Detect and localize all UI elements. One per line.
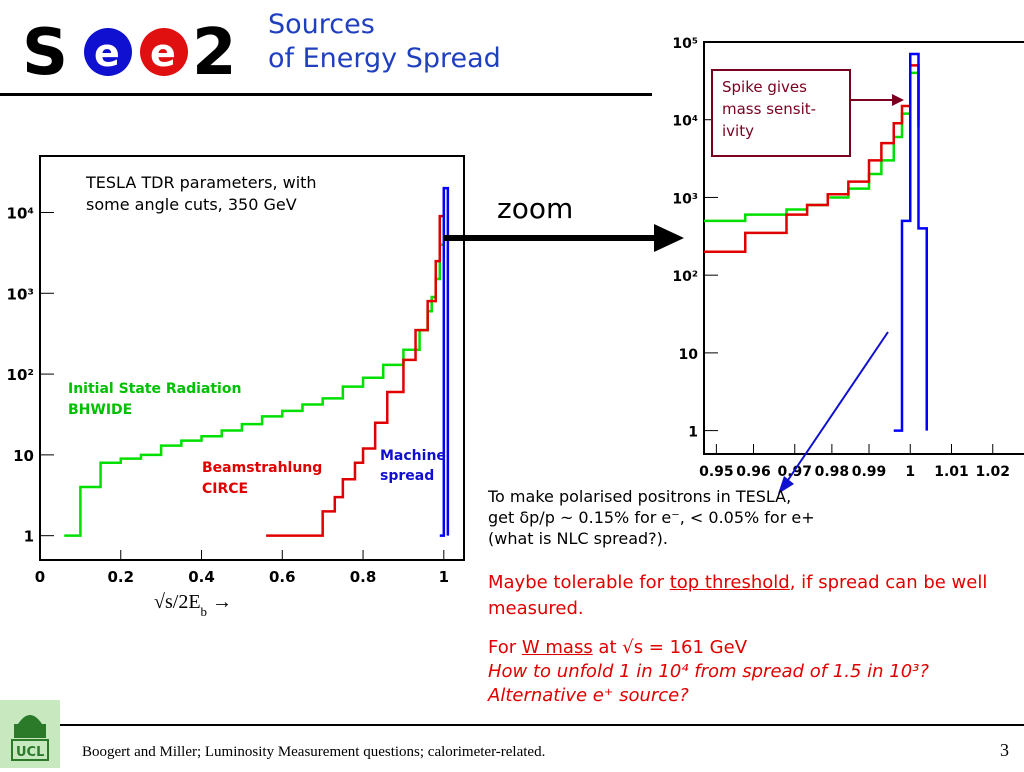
- spike-note-3: ivity: [722, 122, 754, 140]
- right-histogram: 0.950.960.970.980.9911.011.02111010²10³1…: [672, 36, 1024, 480]
- y-tick-label: 10⁴: [672, 114, 698, 130]
- machine-label-2: spread: [380, 468, 434, 484]
- y-tick-label: 1: [24, 528, 34, 546]
- isr-label-1: Initial State Radiation: [68, 381, 241, 397]
- maybe-tail-text: , if spread can be well measured.: [488, 572, 988, 619]
- spike-note-2: mass sensit-: [722, 100, 816, 118]
- y-tick-label: 10²: [7, 366, 34, 384]
- series-line-machine-spread: [439, 186, 450, 537]
- y-tick-label: 10³: [7, 285, 34, 303]
- y-tick-label: 10⁴: [7, 204, 34, 222]
- left-xlabel: √s/2Eb →: [154, 591, 232, 619]
- alt-line: Alternative e⁺ source?: [488, 685, 689, 706]
- w-mass-note: For W mass at √s = 161 GeV How to unfold…: [488, 636, 1008, 708]
- get-line: get δp/p ~ 0.15% for e⁻, < 0.05% for e+: [488, 508, 815, 527]
- right-axes: 0.950.960.970.980.9911.011.02111010²10³1…: [672, 36, 1010, 480]
- top-threshold-text: top threshold: [669, 572, 790, 593]
- unfold-line: How to unfold 1 in 10⁴ from spread of 1.…: [488, 661, 929, 682]
- y-tick-label: 10²: [672, 269, 698, 285]
- x-tick-label: 0.6: [269, 568, 296, 586]
- page-number: 3: [1000, 740, 1009, 760]
- x-tick-label: 0.96: [736, 464, 771, 480]
- svg-text:e: e: [94, 31, 120, 75]
- right-series: [704, 52, 928, 432]
- footer-text: Boogert and Miller; Luminosity Measureme…: [82, 744, 546, 760]
- maybe-text: Maybe tolerable for: [488, 572, 670, 593]
- svg-text:2: 2: [192, 16, 237, 86]
- sqrt-s-text: at √s = 161 GeV: [592, 637, 748, 658]
- w-mass-text: W mass: [521, 637, 593, 658]
- y-tick-label: 10: [13, 447, 34, 465]
- footer-divider: [60, 724, 1024, 726]
- spike-note-box: [711, 69, 851, 157]
- y-tick-label: 10³: [672, 191, 698, 207]
- polarised-line: To make polarised positrons in TESLA,: [488, 487, 792, 506]
- isr-label-2: BHWIDE: [68, 402, 132, 418]
- title-line-2: of Energy Spread: [268, 43, 501, 74]
- top-threshold-note: Maybe tolerable for top threshold, if sp…: [488, 570, 988, 622]
- svg-text:S: S: [22, 16, 68, 86]
- x-tick-label: 0.98: [815, 464, 850, 480]
- left-histogram: 0 0.2 0.4 0.6 0.8 1 1 10 10² 10³ 10⁴ TESLA TDR par…: [7, 155, 465, 619]
- left-plot-frame: [39, 155, 465, 561]
- y-tick-label: 1: [688, 425, 698, 441]
- title-line-1: Sources: [268, 9, 375, 40]
- ucl-logo-text: UCL: [16, 745, 44, 760]
- left-annotation-2: some angle cuts, 350 GeV: [86, 195, 297, 214]
- zoom-arrow: [444, 224, 684, 252]
- for-text: For: [488, 637, 522, 658]
- see2-logo: S e e 2: [18, 14, 248, 86]
- left-annotation-1: TESLA TDR parameters, with: [85, 173, 317, 192]
- title-divider: [0, 93, 652, 96]
- beam-label-1: Beamstrahlung: [202, 460, 322, 476]
- x-tick-label: 1: [439, 568, 449, 586]
- page-title: Sources of Energy Spread: [268, 8, 501, 76]
- series-line-beamstrahlung-circe: [266, 188, 446, 537]
- y-tick-label: 10: [679, 347, 699, 363]
- series-line-initial-state-radiation-bhwide: [64, 212, 446, 537]
- x-tick-label: 0.8: [350, 568, 377, 586]
- x-tick-label: 0.95: [699, 464, 734, 480]
- spike-note-1: Spike gives: [722, 78, 807, 96]
- x-tick-label: 0: [35, 568, 45, 586]
- series-line-machine-spread: [893, 52, 928, 432]
- x-tick-label: 0.2: [107, 568, 134, 586]
- x-tick-label: 0.99: [852, 464, 887, 480]
- y-tick-label: 10⁵: [672, 36, 698, 52]
- nlc-line: (what is NLC spread?).: [488, 529, 668, 548]
- x-tick-label: 1: [905, 464, 915, 480]
- series-line-beamstrahlung-circe: [704, 64, 920, 254]
- left-series: [64, 186, 450, 537]
- w-mass-line: For W mass at √s = 161 GeV: [488, 636, 1008, 660]
- x-tick-label: 0.97: [777, 464, 812, 480]
- machine-label-1: Machine: [380, 448, 446, 464]
- x-tick-label: 1.02: [975, 464, 1010, 480]
- polarised-note: To make polarised positrons in TESLA, ge…: [488, 486, 868, 549]
- pointer-arrow: [778, 331, 889, 494]
- series-line-initial-state-radiation-bhwide: [704, 71, 920, 223]
- x-tick-label: 1.01: [934, 464, 969, 480]
- beam-label-2: CIRCE: [202, 481, 248, 497]
- ucl-logo: UCL: [0, 700, 60, 768]
- svg-text:e: e: [150, 31, 176, 75]
- left-axes: 0 0.2 0.4 0.6 0.8 1 1 10 10² 10³ 10⁴: [7, 204, 449, 586]
- zoom-label: zoom: [497, 192, 574, 225]
- x-tick-label: 0.4: [188, 568, 215, 586]
